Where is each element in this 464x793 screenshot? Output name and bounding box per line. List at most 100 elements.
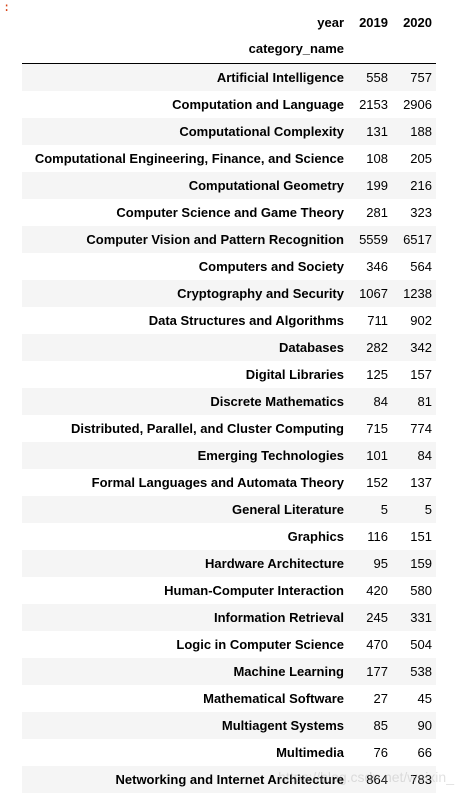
row-category-label: Mathematical Software [203, 691, 344, 706]
table-row: General Literature 5 5 [22, 496, 436, 523]
cell-value-2020: 6517 [403, 232, 432, 247]
table-row: Data Structures and Algorithms 711 902 [22, 307, 436, 334]
cell-value-2020: 137 [410, 475, 432, 490]
column-header-2020: 2020 [403, 15, 432, 30]
cell-value-2020: 783 [410, 772, 432, 787]
row-category-label: Computational Geometry [188, 178, 344, 193]
cell-value-2019: 131 [366, 124, 388, 139]
table-row: Formal Languages and Automata Theory 152 1… [22, 469, 436, 496]
cell-value-2019: 76 [373, 745, 388, 760]
cell-value-2019: 470 [366, 637, 388, 652]
table-row: Databases 282 342 [22, 334, 436, 361]
index-name-label: category_name [22, 35, 348, 64]
row-category-label: Logic in Computer Science [176, 637, 344, 652]
cell-value-2020: 1238 [403, 286, 432, 301]
row-category-label: Computer Science and Game Theory [116, 205, 344, 220]
cell-value-2019: 101 [366, 448, 388, 463]
row-category-label: Digital Libraries [245, 367, 344, 382]
row-category-label: Graphics [287, 529, 344, 544]
cell-value-2019: 95 [373, 556, 388, 571]
cell-value-2019: 282 [366, 340, 388, 355]
row-category-label: Discrete Mathematics [210, 394, 344, 409]
row-category-label: Human-Computer Interaction [164, 583, 344, 598]
table-row: Human-Computer Interaction 420 580 [22, 577, 436, 604]
row-category-label: Computers and Society [198, 259, 344, 274]
cell-value-2020: 66 [417, 745, 432, 760]
cell-value-2019: 711 [367, 313, 388, 328]
table-row: Machine Learning 177 538 [22, 658, 436, 685]
cell-value-2020: 2906 [403, 97, 432, 112]
row-category-label: Data Structures and Algorithms [148, 313, 344, 328]
cell-value-2019: 558 [366, 70, 388, 85]
table-row: Computational Engineering, Finance, and … [22, 145, 436, 172]
row-category-label: Computational Complexity [179, 124, 344, 139]
cell-value-2020: 331 [410, 610, 432, 625]
cell-value-2020: 538 [410, 664, 432, 679]
table-row: Computer Science and Game Theory 281 323 [22, 199, 436, 226]
cell-value-2020: 757 [410, 70, 432, 85]
table-row: Distributed, Parallel, and Cluster Compu… [22, 415, 436, 442]
row-category-label: Machine Learning [233, 664, 344, 679]
row-category-label: Emerging Technologies [197, 448, 344, 463]
cell-value-2019: 2153 [359, 97, 388, 112]
column-axis-label: year [317, 15, 344, 30]
table-header: year 2019 2020 category_name [22, 10, 436, 64]
table-row: Mathematical Software 27 45 [22, 685, 436, 712]
cell-value-2019: 281 [366, 205, 388, 220]
cell-value-2019: 420 [366, 583, 388, 598]
row-category-label: Computation and Language [172, 97, 344, 112]
cell-value-2019: 108 [366, 151, 388, 166]
dataframe-output: year 2019 2020 category_name Artificial … [22, 10, 436, 793]
cell-value-2019: 116 [367, 529, 388, 544]
row-category-label: Cryptography and Security [177, 286, 344, 301]
cell-value-2020: 5 [424, 502, 432, 517]
cell-value-2020: 504 [410, 637, 432, 652]
cell-value-2020: 159 [410, 556, 432, 571]
cell-value-2019: 864 [366, 772, 388, 787]
cell-value-2019: 27 [373, 691, 388, 706]
row-category-label: Networking and Internet Architecture [115, 772, 345, 787]
cell-value-2019: 5 [380, 502, 388, 517]
table-row: Computers and Society 346 564 [22, 253, 436, 280]
cell-value-2020: 81 [417, 394, 432, 409]
row-category-label: Computer Vision and Pattern Recognition [86, 232, 344, 247]
table-row: Emerging Technologies 101 84 [22, 442, 436, 469]
cell-value-2019: 1067 [359, 286, 388, 301]
row-category-label: Computational Engineering, Finance, and … [34, 151, 344, 166]
header-row-columns: year 2019 2020 [22, 10, 436, 35]
table-row: Multimedia 76 66 [22, 739, 436, 766]
row-category-label: General Literature [232, 502, 344, 517]
index-name-spacer [392, 35, 436, 64]
table-row: Computation and Language 2153 2906 [22, 91, 436, 118]
row-category-label: Multiagent Systems [221, 718, 344, 733]
cell-value-2020: 151 [410, 529, 432, 544]
cell-value-2019: 346 [366, 259, 388, 274]
row-category-label: Hardware Architecture [205, 556, 344, 571]
table-body: Artificial Intelligence 558 757 Computation… [22, 63, 436, 793]
table-row: Cryptography and Security 1067 1238 [22, 280, 436, 307]
cell-value-2019: 5559 [359, 232, 388, 247]
cell-value-2020: 564 [410, 259, 432, 274]
cell-prompt-mark: : [3, 0, 11, 14]
table-row: Logic in Computer Science 470 504 [22, 631, 436, 658]
cell-value-2020: 216 [410, 178, 432, 193]
dataframe-table: year 2019 2020 category_name Artificial … [22, 10, 436, 793]
table-row: Networking and Internet Architecture 864 7… [22, 766, 436, 793]
cell-value-2020: 774 [410, 421, 432, 436]
cell-value-2019: 84 [373, 394, 388, 409]
row-category-label: Artificial Intelligence [216, 70, 344, 85]
column-header-2019: 2019 [359, 15, 388, 30]
index-name-spacer [348, 35, 392, 64]
row-category-label: Information Retrieval [213, 610, 344, 625]
cell-value-2019: 245 [366, 610, 388, 625]
cell-value-2020: 323 [410, 205, 432, 220]
cell-value-2019: 125 [366, 367, 388, 382]
table-row: Hardware Architecture 95 159 [22, 550, 436, 577]
cell-value-2019: 199 [366, 178, 388, 193]
cell-value-2019: 85 [373, 718, 388, 733]
table-row: Information Retrieval 245 331 [22, 604, 436, 631]
row-category-label: Databases [278, 340, 344, 355]
table-row: Computer Vision and Pattern Recognition 5… [22, 226, 436, 253]
table-row: Discrete Mathematics 84 81 [22, 388, 436, 415]
cell-value-2020: 205 [410, 151, 432, 166]
